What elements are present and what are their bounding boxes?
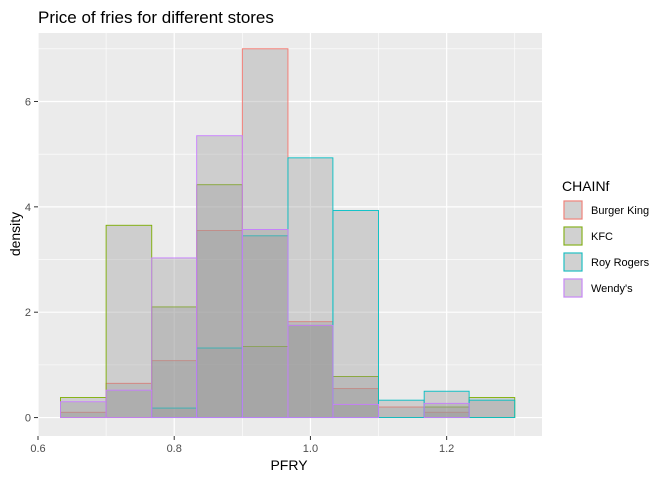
bar xyxy=(332,403,379,419)
bar xyxy=(105,389,153,419)
legend-label: Roy Rogers xyxy=(591,257,650,269)
bar xyxy=(287,157,334,419)
bar xyxy=(60,401,107,419)
legend-label: KFC xyxy=(591,231,613,243)
series-wendy-s xyxy=(60,135,470,419)
y-tick-label: 6 xyxy=(25,96,31,108)
y-tick-label: 2 xyxy=(25,307,31,319)
y-axis-title: density xyxy=(7,212,23,256)
y-axis: 0 2 4 6 xyxy=(25,96,38,425)
histogram-bars xyxy=(60,48,516,419)
bar xyxy=(151,257,198,419)
plot-panel xyxy=(38,33,542,436)
series-roy-rogers xyxy=(151,157,516,419)
bar xyxy=(423,390,470,419)
x-axis: 0.6 0.8 1.0 1.2 xyxy=(30,436,454,455)
bar xyxy=(287,321,334,419)
legend-key-background xyxy=(563,252,583,272)
chart-title: Price of fries for different stores xyxy=(38,8,274,27)
legend-key xyxy=(563,200,583,220)
y-tick-label: 0 xyxy=(25,413,31,425)
legend-key xyxy=(563,252,583,272)
bar xyxy=(287,324,334,419)
x-tick-label: 0.8 xyxy=(167,443,182,455)
y-tick-label: 4 xyxy=(25,202,31,214)
legend-key xyxy=(563,226,583,246)
x-tick-label: 1.0 xyxy=(303,443,318,455)
legend-label: Wendy's xyxy=(591,283,633,295)
bar xyxy=(241,229,289,419)
bar xyxy=(196,347,243,419)
x-tick-label: 1.2 xyxy=(439,443,454,455)
legend-key-background xyxy=(563,226,583,246)
bar xyxy=(468,399,516,419)
bar xyxy=(378,399,425,419)
bar xyxy=(151,306,198,419)
legend: CHAINf Burger King KFC Roy Rogers Wendy's xyxy=(562,178,650,298)
bar xyxy=(196,184,243,419)
legend-key-background xyxy=(563,278,583,298)
legend-title: CHAINf xyxy=(562,178,610,194)
legend-item: Roy Rogers xyxy=(563,252,650,272)
grid-major xyxy=(37,33,542,436)
legend-item: Wendy's xyxy=(563,278,633,298)
bar xyxy=(241,235,289,419)
legend-item: Burger King xyxy=(563,200,649,220)
legend-key xyxy=(563,278,583,298)
bar xyxy=(332,210,379,419)
bar xyxy=(332,376,379,419)
bar xyxy=(105,224,153,419)
x-axis-title: PFRY xyxy=(270,457,308,473)
legend-item: KFC xyxy=(563,226,613,246)
x-tick-label: 0.6 xyxy=(30,443,45,455)
legend-label: Burger King xyxy=(591,205,649,217)
bar xyxy=(423,402,470,419)
bar xyxy=(196,135,243,419)
legend-key-background xyxy=(563,200,583,220)
